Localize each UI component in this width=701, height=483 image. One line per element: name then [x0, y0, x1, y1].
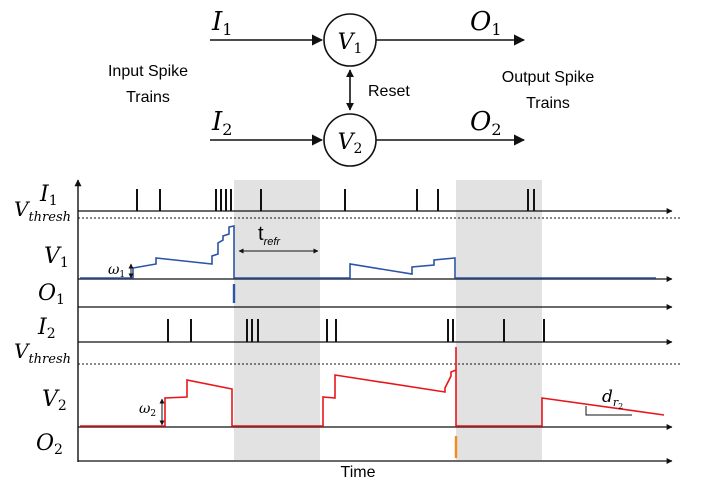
omega2-label: ω2	[139, 401, 156, 419]
omega1-label: ω1	[108, 262, 125, 280]
network-schematic: V1 V2 I1 I2 O1 O2 Reset Input Spike Trai…	[108, 7, 595, 167]
input-spike-trains-line2: Trains	[126, 89, 170, 106]
row-label-o2: O2	[36, 431, 63, 458]
row-label-vthresh-1: Vthresh	[14, 197, 71, 225]
input-1-spikes	[136, 189, 535, 211]
input-2-label: I2	[211, 107, 232, 139]
input-spike-trains-line1: Input Spike	[108, 63, 188, 80]
row-label-i2: I2	[37, 315, 56, 342]
row-label-v2: V2	[42, 387, 67, 414]
row-label-v1: V1	[44, 244, 69, 271]
row-label-vthresh-2: Vthresh	[14, 339, 71, 367]
refractory-shade-1	[234, 180, 320, 460]
reset-label: Reset	[368, 83, 410, 100]
row-label-o1: O1	[38, 281, 65, 308]
neuron-2-label: V2	[338, 130, 363, 157]
input-2-spikes	[167, 319, 545, 342]
trefr-label: trefr	[258, 223, 281, 248]
output-spike-trains-line2: Trains	[526, 95, 570, 112]
time-axis-label: Time	[341, 464, 376, 481]
v2-membrane-trace	[80, 347, 665, 427]
timing-diagram: trefr ω1 ω2 dr2 I1 Vthresh V1 O1 I2 Vthr…	[14, 179, 680, 481]
input-1-label: I1	[211, 7, 232, 39]
output-2-label: O2	[470, 107, 502, 139]
output-spike-trains-line1: Output Spike	[502, 69, 595, 86]
v1-membrane-trace	[80, 225, 656, 279]
neuron-1-label: V1	[338, 30, 363, 57]
output-1-label: O1	[470, 7, 502, 39]
decay-slope-triangle	[585, 406, 632, 416]
row-label-i1: I1	[39, 182, 58, 209]
refractory-shade-2	[456, 180, 542, 460]
decay-rate-label: dr2	[602, 387, 623, 411]
